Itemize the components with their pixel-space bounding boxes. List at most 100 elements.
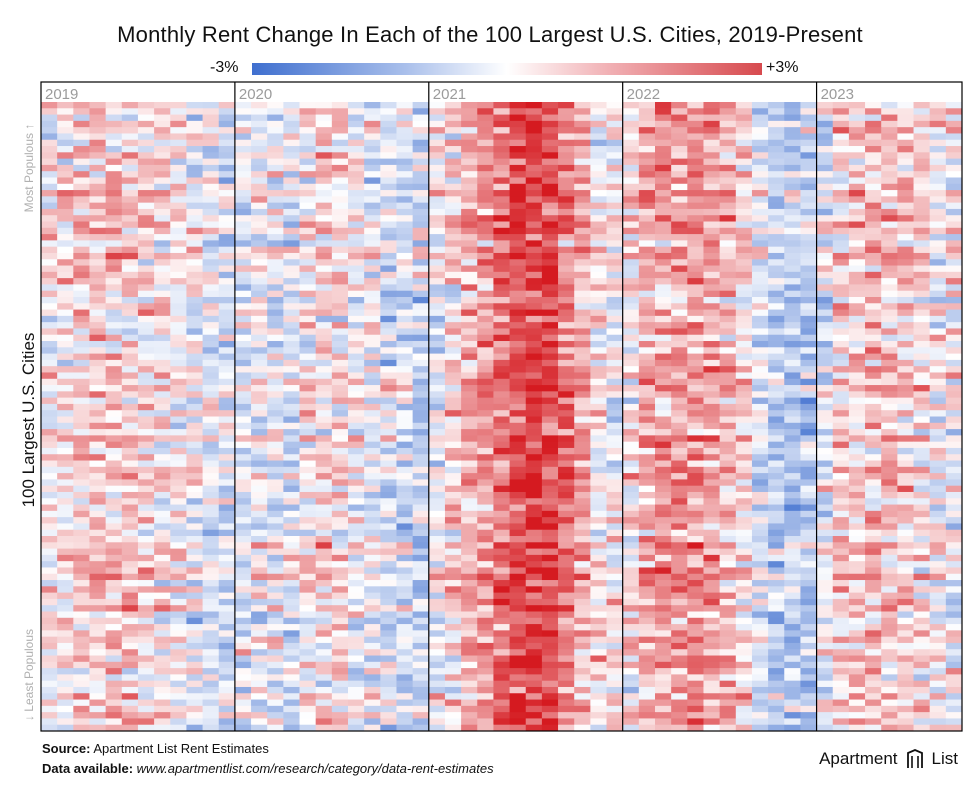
heatmap-cell	[929, 334, 947, 342]
heatmap-cell	[865, 296, 882, 304]
heatmap-cell	[865, 152, 882, 160]
heatmap-cell	[703, 190, 721, 197]
heatmap-cell	[299, 416, 317, 424]
heatmap-cell	[816, 146, 834, 153]
heatmap-cell	[493, 108, 510, 115]
heatmap-cell	[800, 498, 817, 505]
heatmap-cell	[186, 158, 203, 166]
heatmap-cell	[897, 517, 914, 524]
heatmap-cell	[428, 548, 446, 556]
heatmap-cell	[348, 605, 365, 612]
heatmap-cell	[331, 416, 349, 424]
heatmap-cell	[186, 416, 203, 424]
heatmap-cell	[154, 164, 171, 172]
heatmap-cell	[461, 152, 478, 160]
heatmap-cell	[331, 624, 349, 631]
heatmap-cell	[267, 347, 284, 354]
heatmap-cell	[768, 108, 785, 115]
heatmap-cell	[154, 353, 171, 361]
heatmap-cell	[89, 265, 107, 273]
heatmap-cell	[331, 529, 349, 537]
heatmap-cell	[202, 460, 220, 468]
heatmap-cell	[590, 391, 607, 399]
heatmap-cell	[574, 624, 591, 631]
heatmap-cell	[541, 510, 559, 518]
heatmap-cell	[751, 227, 769, 235]
heatmap-cell	[57, 611, 74, 619]
heatmap-cell	[703, 328, 721, 336]
heatmap-cell	[41, 265, 58, 273]
heatmap-cell	[89, 630, 107, 638]
heatmap-cell	[299, 485, 317, 493]
heatmap-cell	[461, 447, 478, 455]
heatmap-cell	[315, 391, 333, 399]
heatmap-cell	[832, 234, 850, 241]
heatmap-cell	[461, 120, 478, 128]
heatmap-cell	[41, 536, 58, 543]
heatmap-cell	[606, 190, 624, 197]
heatmap-cell	[768, 133, 785, 141]
heatmap-cell	[477, 152, 494, 160]
heatmap-cell	[283, 139, 300, 147]
heatmap-cell	[751, 410, 769, 417]
heatmap-cell	[186, 359, 203, 367]
heatmap-cell	[719, 642, 737, 650]
heatmap-cell	[913, 334, 931, 342]
heatmap-cell	[380, 441, 397, 449]
heatmap-cell	[57, 164, 74, 172]
heatmap-cell	[719, 554, 737, 562]
heatmap-cell	[832, 580, 850, 587]
heatmap-cell	[121, 139, 139, 147]
heatmap-cell	[218, 485, 236, 493]
heatmap-cell	[638, 315, 656, 323]
heatmap-cell	[881, 573, 898, 581]
heatmap-cell	[105, 485, 123, 493]
heatmap-cell	[590, 328, 607, 336]
heatmap-cell	[461, 410, 478, 417]
heatmap-cell	[364, 517, 381, 524]
heatmap-cell	[477, 366, 494, 373]
heatmap-cell	[525, 215, 543, 222]
heatmap-cell	[800, 567, 817, 575]
heatmap-cell	[703, 259, 721, 266]
heatmap-cell	[768, 171, 785, 178]
heatmap-cell	[218, 397, 236, 405]
heatmap-cell	[267, 278, 284, 285]
heatmap-cell	[881, 416, 898, 424]
heatmap-cell	[73, 278, 90, 285]
heatmap-cell	[493, 378, 510, 386]
heatmap-cell	[218, 403, 236, 411]
heatmap-cell	[558, 504, 575, 512]
heatmap-cell	[671, 523, 688, 531]
heatmap-cell	[41, 183, 58, 191]
heatmap-cell	[89, 611, 107, 619]
heatmap-cell	[234, 372, 252, 380]
heatmap-cell	[121, 372, 139, 380]
heatmap-cell	[606, 536, 624, 543]
heatmap-cell	[444, 504, 462, 512]
heatmap-cell	[913, 221, 931, 229]
heatmap-cell	[154, 422, 171, 430]
heatmap-cell	[687, 410, 704, 417]
heatmap-cell	[73, 120, 90, 128]
heatmap-cell	[444, 416, 462, 424]
heatmap-cell	[832, 605, 850, 612]
heatmap-cell	[703, 221, 721, 229]
heatmap-cell	[897, 403, 914, 411]
heatmap-cell	[170, 441, 187, 449]
heatmap-cell	[57, 473, 74, 480]
heatmap-cell	[574, 460, 591, 468]
heatmap-cell	[493, 385, 510, 392]
heatmap-cell	[881, 227, 898, 235]
heatmap-cell	[444, 642, 462, 650]
heatmap-cell	[622, 416, 640, 424]
heatmap-cell	[735, 598, 753, 606]
heatmap-cell	[444, 617, 462, 625]
heatmap-cell	[299, 102, 317, 109]
heatmap-cell	[590, 429, 607, 436]
heatmap-cell	[703, 366, 721, 373]
heatmap-cell	[154, 378, 171, 386]
heatmap-cell	[170, 221, 187, 229]
heatmap-cell	[509, 146, 527, 153]
heatmap-cell	[121, 611, 139, 619]
